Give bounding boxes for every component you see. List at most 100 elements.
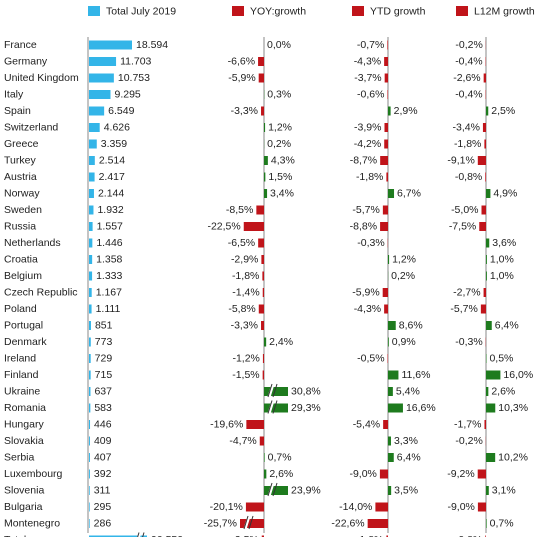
growth-label: 0,7%	[490, 517, 514, 529]
growth-bar	[379, 469, 388, 479]
break-mark	[243, 515, 251, 530]
growth-label: -8,8%	[350, 220, 377, 232]
country-label: Total	[4, 534, 26, 537]
total-label: 1.557	[97, 220, 123, 232]
total-label: 4.626	[104, 121, 130, 133]
growth-label: 0,9%	[392, 336, 416, 348]
growth-bar	[486, 106, 489, 116]
growth-bar	[261, 106, 264, 116]
growth-bar	[387, 40, 388, 50]
growth-bar	[259, 436, 264, 446]
growth-label: -20,1%	[210, 501, 243, 513]
growth-label: 3,4%	[270, 187, 294, 199]
total-label: 2.417	[99, 171, 125, 183]
growth-bar	[264, 337, 267, 347]
legend-label: Total July 2019	[106, 5, 176, 17]
growth-bar	[258, 57, 264, 66]
growth-label: 0,2%	[391, 270, 415, 282]
growth-bar	[245, 502, 264, 512]
growth-label: -1,8%	[454, 138, 481, 150]
legend-swatch	[88, 6, 100, 16]
growth-label: -1,2%	[232, 352, 259, 364]
growth-label: -0,8%	[455, 534, 482, 537]
growth-bar	[384, 73, 388, 83]
total-label: 407	[94, 451, 112, 463]
legend-label: L12M growth	[474, 5, 535, 17]
total-bar	[89, 436, 90, 446]
growth-bar	[264, 172, 266, 182]
growth-label: 1,2%	[392, 253, 416, 265]
total-bar	[89, 255, 93, 264]
growth-bar	[262, 288, 264, 297]
break-mark	[267, 400, 275, 414]
growth-bar	[485, 172, 486, 182]
country-label: Slovakia	[4, 435, 44, 447]
growth-bar	[486, 271, 487, 281]
total-bar	[89, 486, 90, 495]
growth-label: -3,9%	[354, 121, 381, 133]
break-mark	[272, 383, 278, 398]
country-label: Romania	[4, 402, 46, 414]
total-label: 1.333	[96, 270, 122, 282]
total-bar	[89, 172, 95, 182]
country-label: Slovenia	[4, 484, 44, 496]
growth-label: -6,5%	[228, 237, 255, 249]
growth-label: 6,4%	[397, 451, 421, 463]
growth-label: -0,3%	[455, 336, 482, 348]
growth-label: -9,0%	[447, 501, 474, 513]
growth-label: 16,6%	[406, 402, 436, 414]
total-label: 2.144	[98, 187, 124, 199]
growth-label: 0,2%	[267, 138, 291, 150]
growth-label: -5,9%	[352, 286, 379, 298]
growth-label: 1,0%	[490, 253, 514, 265]
growth-label: -0,6%	[357, 88, 384, 100]
growth-bar	[388, 387, 393, 396]
growth-label: 3,1%	[492, 484, 516, 496]
growth-bar	[483, 73, 486, 83]
growth-label: -5,0%	[451, 204, 478, 216]
growth-label: 4,9%	[493, 187, 517, 199]
growth-label: 30,8%	[291, 385, 321, 397]
break-mark	[267, 383, 275, 398]
total-label: 1.932	[97, 204, 123, 216]
growth-bar	[479, 222, 486, 231]
growth-label: -5,4%	[353, 418, 380, 430]
growth-label: 2,6%	[269, 468, 293, 480]
country-label: Finland	[4, 369, 39, 381]
growth-label: -4,3%	[354, 55, 381, 67]
total-bar	[89, 222, 93, 231]
growth-label: -3,4%	[453, 121, 480, 133]
country-label: Ireland	[4, 352, 36, 364]
total-bar	[89, 535, 147, 537]
total-bar	[89, 40, 132, 50]
break-mark	[142, 532, 145, 537]
total-label: 446	[94, 418, 112, 430]
growth-bar	[264, 403, 288, 413]
total-label: 311	[94, 484, 111, 496]
total-bar	[89, 90, 111, 99]
total-bar	[89, 502, 90, 512]
total-bar	[89, 271, 93, 281]
growth-bar	[388, 436, 391, 446]
growth-label: -1,8%	[232, 270, 259, 282]
country-label: Croatia	[4, 253, 38, 265]
total-label: 773	[95, 336, 113, 348]
total-label: 409	[94, 435, 112, 447]
growth-label: 1,2%	[268, 121, 292, 133]
country-label: Switzerland	[4, 121, 58, 133]
total-bar	[89, 354, 91, 363]
growth-bar	[264, 453, 265, 462]
growth-bar	[243, 222, 264, 231]
growth-bar	[383, 420, 388, 429]
total-bar	[89, 106, 105, 116]
total-label: 729	[95, 352, 113, 364]
growth-label: -0,2%	[455, 435, 482, 447]
country-label: Denmark	[4, 336, 47, 348]
total-label: 2.514	[99, 154, 125, 166]
country-label: Ukraine	[4, 385, 40, 397]
growth-bar	[262, 271, 264, 281]
country-label: Russia	[4, 220, 36, 232]
growth-bar	[380, 222, 388, 231]
growth-bar	[388, 189, 395, 198]
total-label: 295	[94, 501, 112, 513]
